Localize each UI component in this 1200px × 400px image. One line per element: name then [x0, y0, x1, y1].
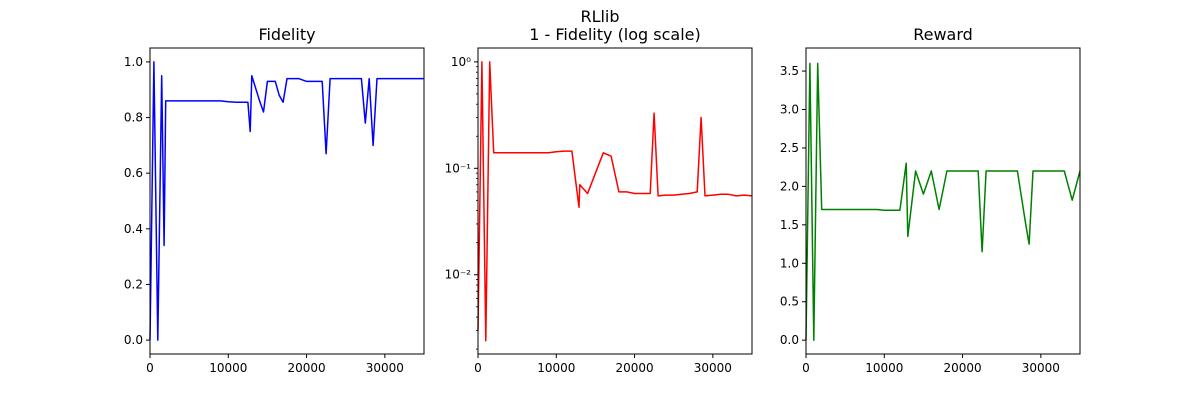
axes-frame: [477, 47, 753, 355]
x-tick-label: 0: [474, 361, 482, 375]
y-tick-label: 2.5: [780, 141, 799, 155]
y-tick-label: 0.4: [124, 222, 143, 236]
y-tick-label: 0.6: [124, 166, 143, 180]
x-tick-label: 10000: [865, 361, 903, 375]
y-tick-label: 3.0: [780, 103, 799, 117]
y-tick-label: 0.0: [124, 333, 143, 347]
y-tick-label: 10⁻²: [445, 268, 472, 282]
suptitle: RLlib: [580, 7, 619, 26]
x-tick-label: 10000: [537, 361, 575, 375]
y-tick-label: 0.0: [780, 333, 799, 347]
x-tick-label: 10000: [209, 361, 247, 375]
series-line-1: [805, 62, 1081, 341]
axes-frame: [149, 47, 425, 355]
x-tick-label: 30000: [366, 361, 404, 375]
subplot-title: Reward: [913, 25, 973, 44]
y-tick-label: 1.0: [124, 55, 143, 69]
subplot-1: Fidelity 0 10000 20000 30000 0.0 0.2 0.4 0.6 0.8 1…: [124, 25, 425, 375]
subplot-3: Reward 0 10000 20000 30000 0.0 0.5 1.0 1.5 2.0 2.5…: [780, 25, 1081, 375]
x-tick-label: 20000: [615, 361, 653, 375]
x-tick-label: 30000: [694, 361, 732, 375]
y-tick-label: 3.5: [780, 64, 799, 78]
x-tick-label: 20000: [287, 361, 325, 375]
subplot-2: 1 - Fidelity (log scale) 0 10000 20000 30000…: [445, 25, 753, 375]
y-tick-label: 10⁰: [451, 55, 471, 69]
y-tick-label: 0.2: [124, 277, 143, 291]
x-tick-label: 0: [146, 361, 154, 375]
series-line-1: [149, 61, 424, 341]
x-tick-label: 0: [802, 361, 810, 375]
y-tick-label: 0.8: [124, 111, 143, 125]
x-tick-label: 30000: [1022, 361, 1060, 375]
y-tick-label: 1.0: [780, 256, 799, 270]
subplot-title: Fidelity: [258, 25, 315, 44]
series-line-1: [477, 61, 753, 342]
x-tick-label: 20000: [943, 361, 981, 375]
axes-frame: [805, 47, 1081, 355]
subplot-title: 1 - Fidelity (log scale): [529, 25, 701, 44]
y-tick-label: 0.5: [780, 295, 799, 309]
y-tick-label: 1.5: [780, 218, 799, 232]
y-tick-label: 2.0: [780, 179, 799, 193]
plots-container: Fidelity 0 10000 20000 30000 0.0 0.2 0.4 0.6 0.8 1…: [124, 25, 1081, 375]
y-tick-label: 10⁻¹: [445, 161, 472, 175]
